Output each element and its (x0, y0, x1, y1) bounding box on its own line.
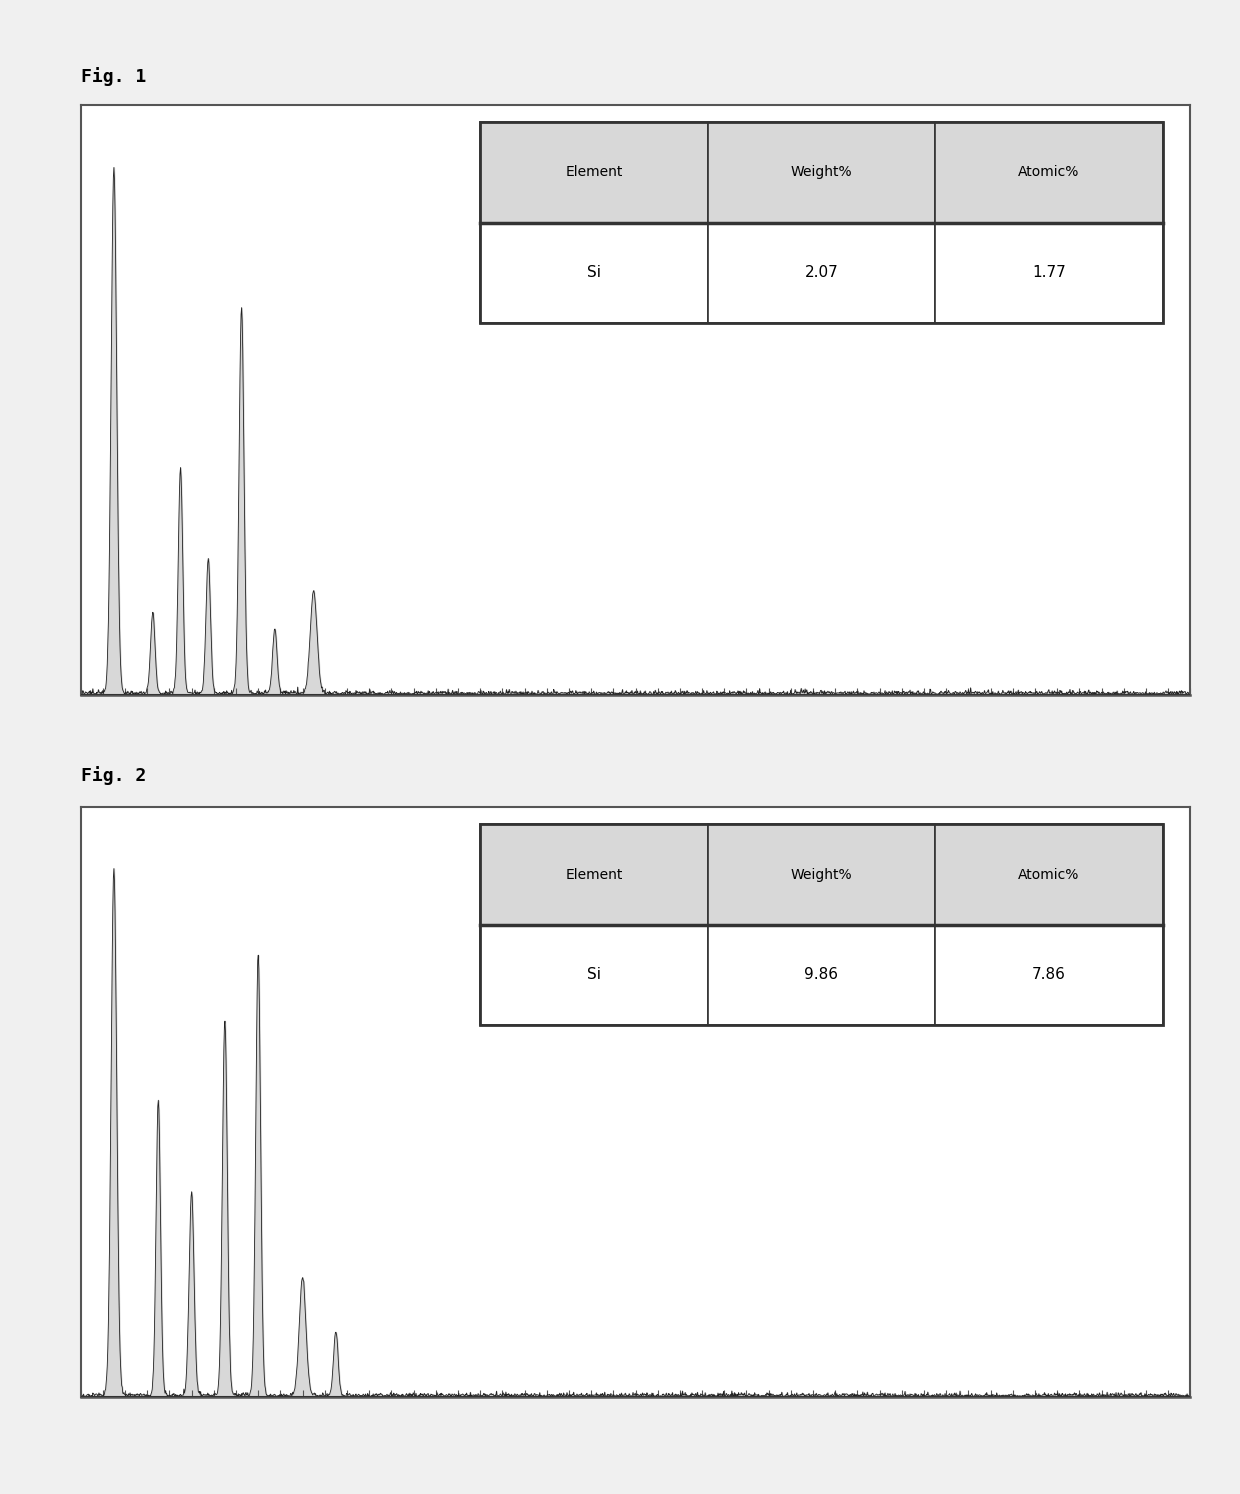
Text: Fig. 1: Fig. 1 (81, 67, 146, 87)
Text: 9.86: 9.86 (805, 968, 838, 983)
Text: Fig. 2: Fig. 2 (81, 766, 146, 786)
Bar (480, 825, 708, 925)
Text: Element: Element (565, 868, 622, 881)
Text: Si: Si (587, 968, 601, 983)
Bar (480, 825, 1163, 1025)
Text: Atomic%: Atomic% (1018, 868, 1080, 881)
Bar (708, 925, 935, 1025)
Text: Element: Element (565, 166, 622, 179)
Text: 2.07: 2.07 (805, 266, 838, 281)
Text: 1.77: 1.77 (1032, 266, 1065, 281)
Bar (480, 123, 1163, 323)
Bar (480, 925, 708, 1025)
Bar (935, 925, 1163, 1025)
Bar (480, 123, 708, 223)
Bar (935, 223, 1163, 323)
Text: Si: Si (587, 266, 601, 281)
Text: Atomic%: Atomic% (1018, 166, 1080, 179)
Bar (935, 825, 1163, 925)
Text: Weight%: Weight% (791, 166, 852, 179)
Bar (480, 223, 708, 323)
Bar (708, 825, 935, 925)
Text: Weight%: Weight% (791, 868, 852, 881)
Text: 7.86: 7.86 (1032, 968, 1066, 983)
Bar (708, 223, 935, 323)
Bar (935, 123, 1163, 223)
Bar (708, 123, 935, 223)
